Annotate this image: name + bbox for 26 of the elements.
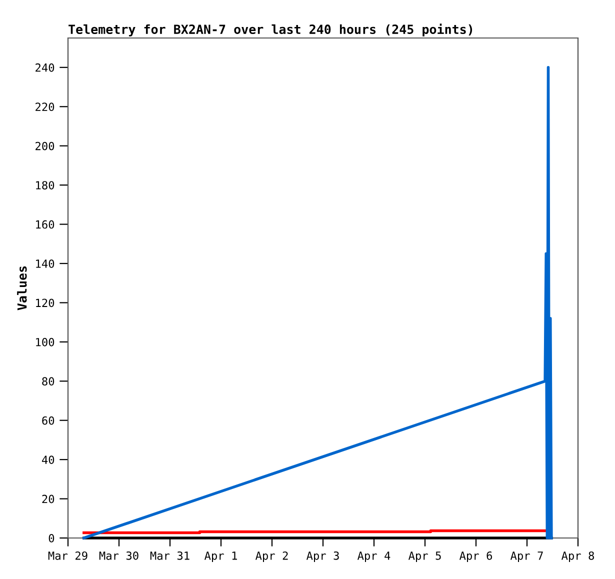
y-tick-label: 220 — [36, 102, 54, 112]
y-tick-label: 20 — [42, 494, 54, 504]
x-tick-label: Apr 3 — [306, 551, 339, 562]
x-tick-label: Apr 6 — [459, 551, 492, 562]
x-tick-label: Apr 2 — [255, 551, 288, 562]
y-tick-label: 0 — [48, 534, 54, 542]
x-tick-label: Apr 8 — [561, 551, 594, 562]
y-tick-label: 100 — [36, 338, 54, 346]
y-axis-title: Values — [17, 266, 27, 310]
x-tick-label: Mar 31 — [150, 551, 190, 560]
y-tick-label: 180 — [36, 181, 54, 190]
y-tick-label: 120 — [36, 298, 54, 308]
y-tick-label: 140 — [36, 259, 54, 268]
x-tick-label: Mar 30 — [99, 551, 138, 560]
chart-title: Telemetry for BX2AN-7 over last 240 hours (245 points) — [68, 24, 472, 36]
y-tick-label: 160 — [36, 220, 54, 229]
y-tick-label: 60 — [42, 416, 54, 425]
x-tick-label: Apr 4 — [357, 552, 390, 562]
x-tick-label: Apr 1 — [204, 552, 237, 562]
y-tick-label: 200 — [36, 142, 54, 150]
y-tick-label: 40 — [42, 456, 54, 464]
y-tick-label: 240 — [36, 63, 54, 72]
x-tick-label: Apr 5 — [408, 552, 441, 562]
x-tick-label: Apr 7 — [510, 552, 543, 562]
x-tick-label: Mar 29 — [48, 551, 88, 560]
y-tick-label: 80 — [42, 377, 54, 386]
